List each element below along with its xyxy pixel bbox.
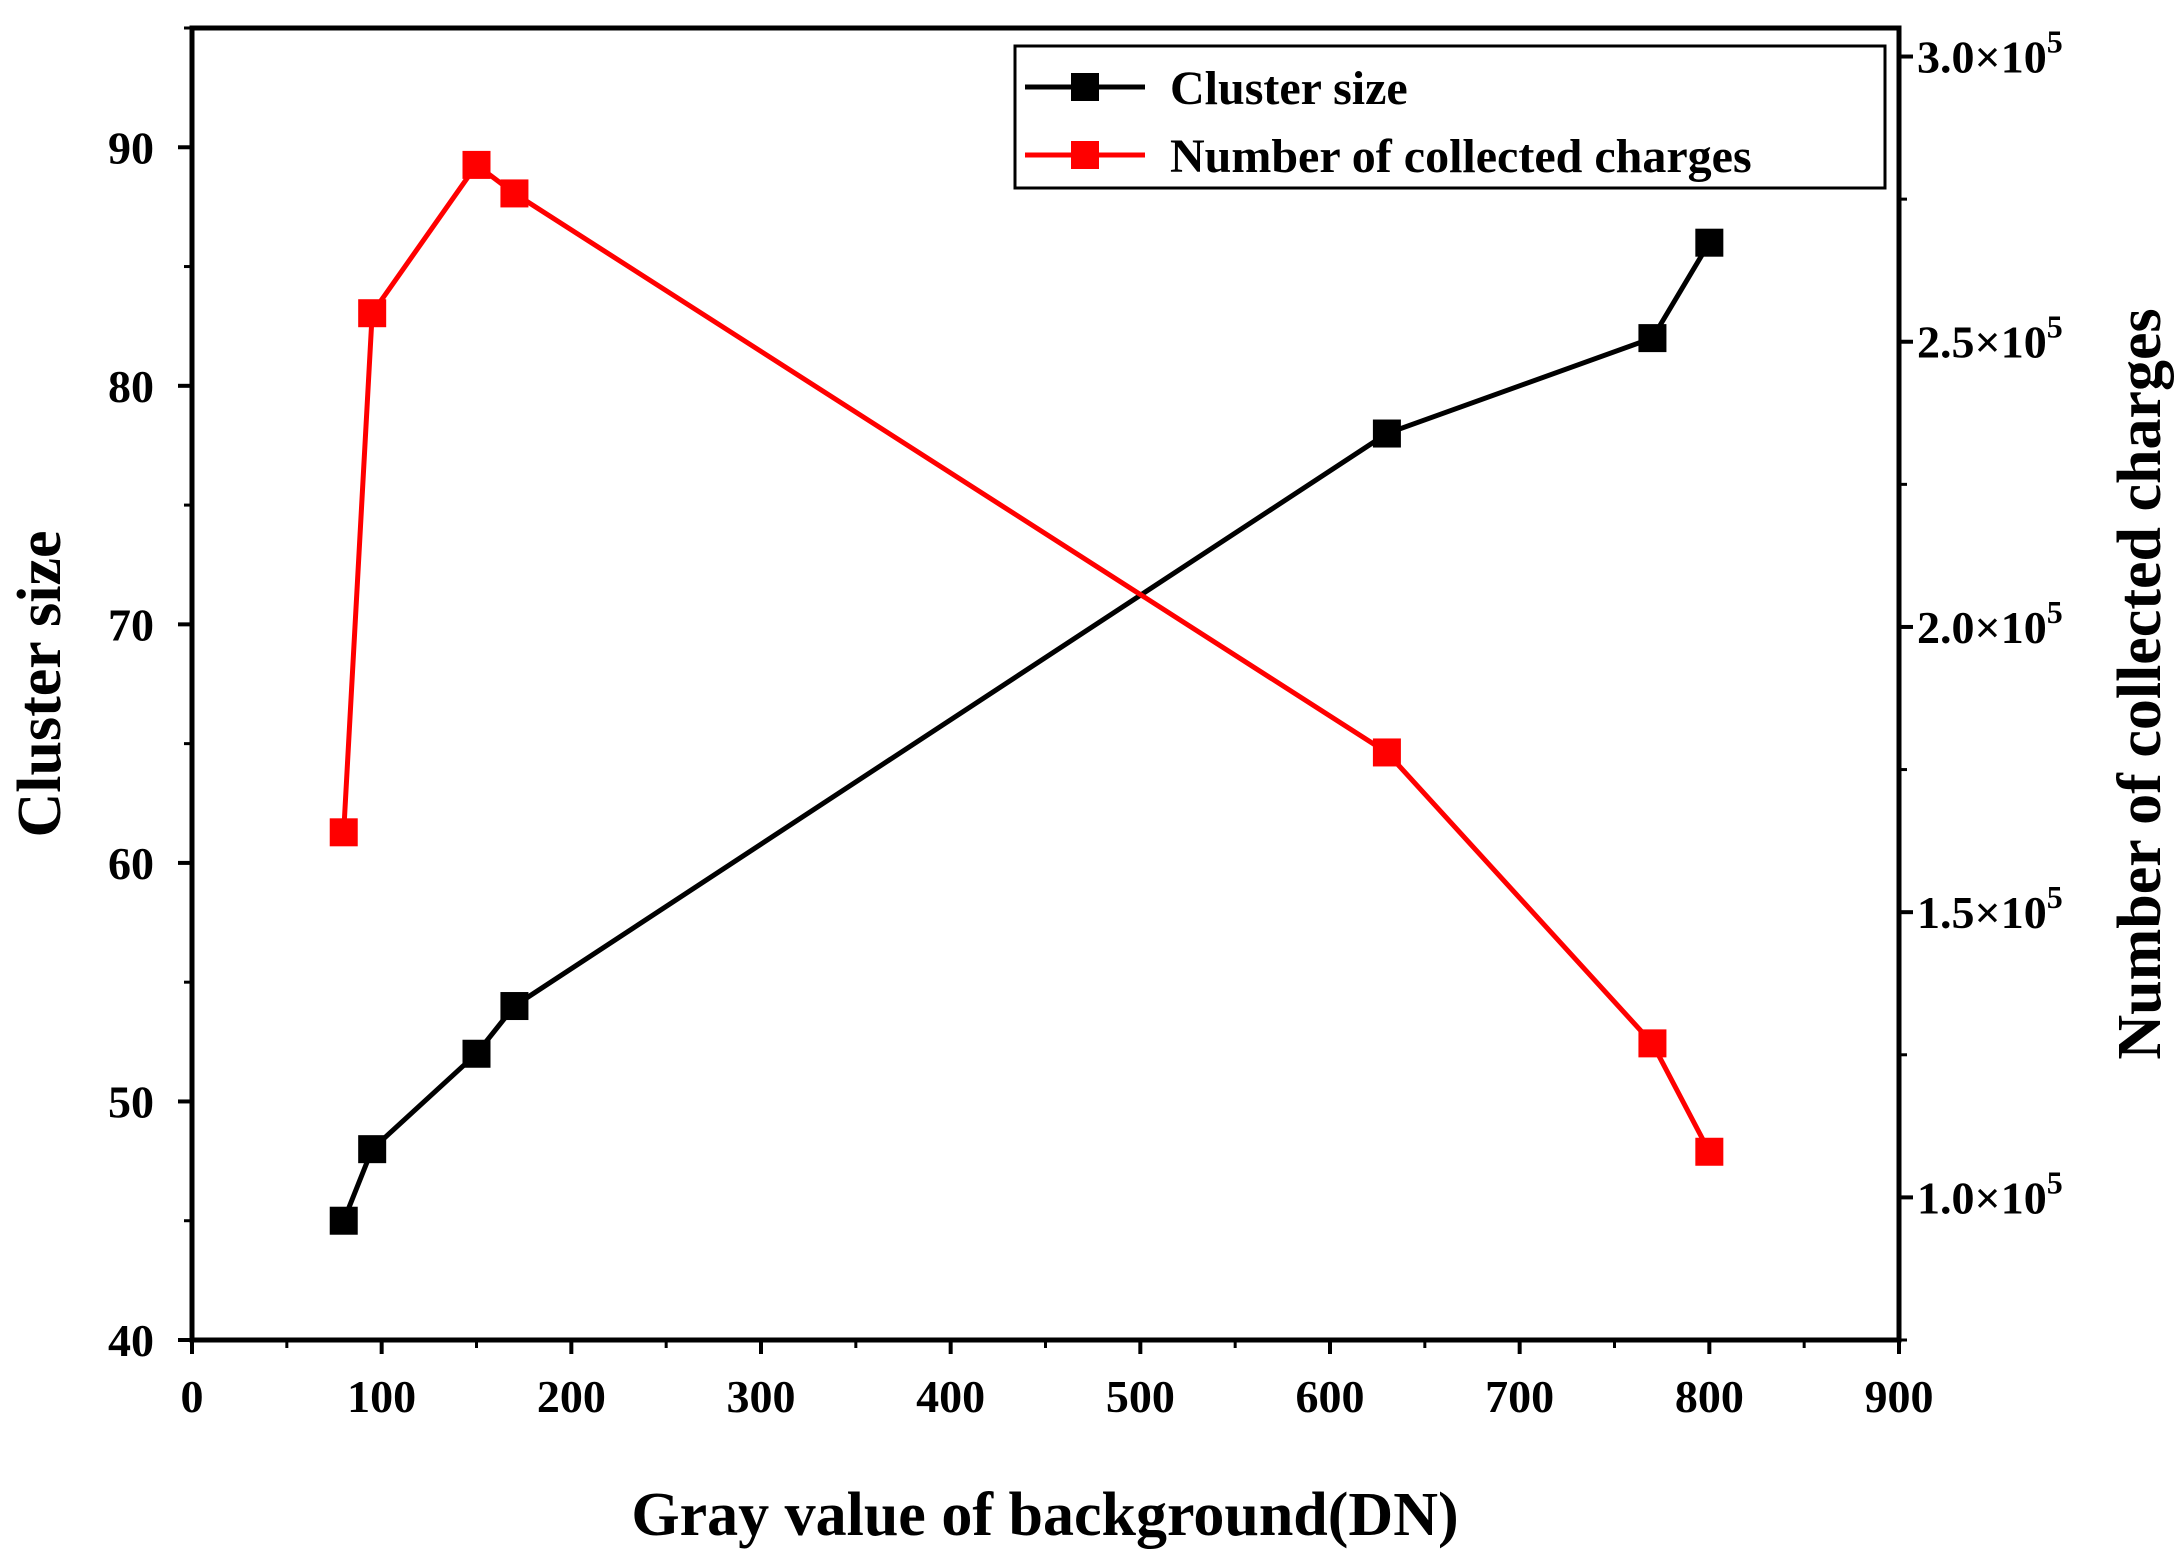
data-point — [329, 1206, 358, 1235]
data-point — [1695, 228, 1724, 257]
x-tick-label: 600 — [1296, 1371, 1365, 1422]
y-tick-label: 50 — [108, 1076, 154, 1127]
y-tick-label: 70 — [108, 599, 154, 650]
y-axis-title: Cluster size — [6, 530, 74, 837]
y2-tick-exponent: 5 — [2047, 24, 2063, 60]
data-point — [329, 818, 358, 847]
y2-tick-mantissa: 2.0×10 — [1917, 602, 2047, 653]
legend-box — [1013, 44, 1887, 190]
x-tick-label: 700 — [1485, 1371, 1554, 1422]
legend-label-collected-charges: Number of collected charges — [1170, 130, 1752, 183]
y-tick-label: 60 — [108, 838, 154, 889]
data-point — [1695, 1137, 1724, 1166]
data-point — [500, 179, 529, 208]
x-tick-label: 100 — [347, 1371, 416, 1422]
y2-tick-label: 3.0×105 — [1917, 24, 2063, 83]
y-tick-label: 90 — [108, 122, 154, 173]
y2-tick-exponent: 5 — [2047, 594, 2063, 630]
y2-tick-exponent: 5 — [2047, 309, 2063, 345]
legend-label-cluster-size: Cluster size — [1170, 62, 1408, 115]
data-point — [1638, 324, 1667, 353]
x-tick-label: 900 — [1865, 1371, 1934, 1422]
y2-tick-mantissa: 1.5×10 — [1917, 887, 2047, 938]
x-axis-title: Gray value of background(DN) — [631, 1481, 1458, 1549]
plot-frame — [189, 25, 1902, 1343]
data-point — [500, 992, 529, 1021]
y2-tick-label: 2.0×105 — [1917, 594, 2063, 653]
y2-tick-label: 1.5×105 — [1917, 879, 2063, 938]
series-line-1 — [341, 162, 1712, 1153]
y2-tick-exponent: 5 — [2047, 879, 2063, 915]
legend-marker-collected-charges — [1071, 141, 1099, 169]
data-point — [462, 1039, 491, 1068]
data-point — [1372, 419, 1401, 448]
x-tick-label: 0 — [181, 1371, 204, 1422]
x-tick-label: 500 — [1106, 1371, 1175, 1422]
x-tick-label: 200 — [537, 1371, 606, 1422]
y2-tick-mantissa: 2.5×10 — [1917, 317, 2047, 368]
data-point — [358, 1135, 387, 1164]
data-point — [1372, 738, 1401, 767]
y2-tick-label: 1.0×105 — [1917, 1164, 2063, 1223]
y2-tick-mantissa: 3.0×10 — [1917, 32, 2047, 83]
y2-tick-mantissa: 1.0×10 — [1917, 1172, 2047, 1223]
x-tick-label: 800 — [1675, 1371, 1744, 1422]
y2-axis-title: Number of collected charges — [2106, 308, 2174, 1059]
series-line-0 — [341, 241, 1712, 1222]
x-tick-label: 400 — [916, 1371, 985, 1422]
data-point — [1638, 1029, 1667, 1058]
data-point — [462, 150, 491, 179]
y2-tick-exponent: 5 — [2047, 1164, 2063, 1200]
x-tick-label: 300 — [727, 1371, 796, 1422]
legend: Cluster size Number of collected charges — [1013, 44, 1887, 190]
series-layer — [329, 150, 1724, 1235]
ticks: 0 100 200 300 400 500 600 700 800 900 40 50 60 70 80 90… — [108, 24, 2063, 1422]
y-tick-label: 80 — [108, 361, 154, 412]
data-point — [358, 299, 387, 328]
y-tick-label: 40 — [108, 1315, 154, 1366]
y2-tick-label: 2.5×105 — [1917, 309, 2063, 368]
legend-marker-cluster-size — [1071, 73, 1099, 101]
